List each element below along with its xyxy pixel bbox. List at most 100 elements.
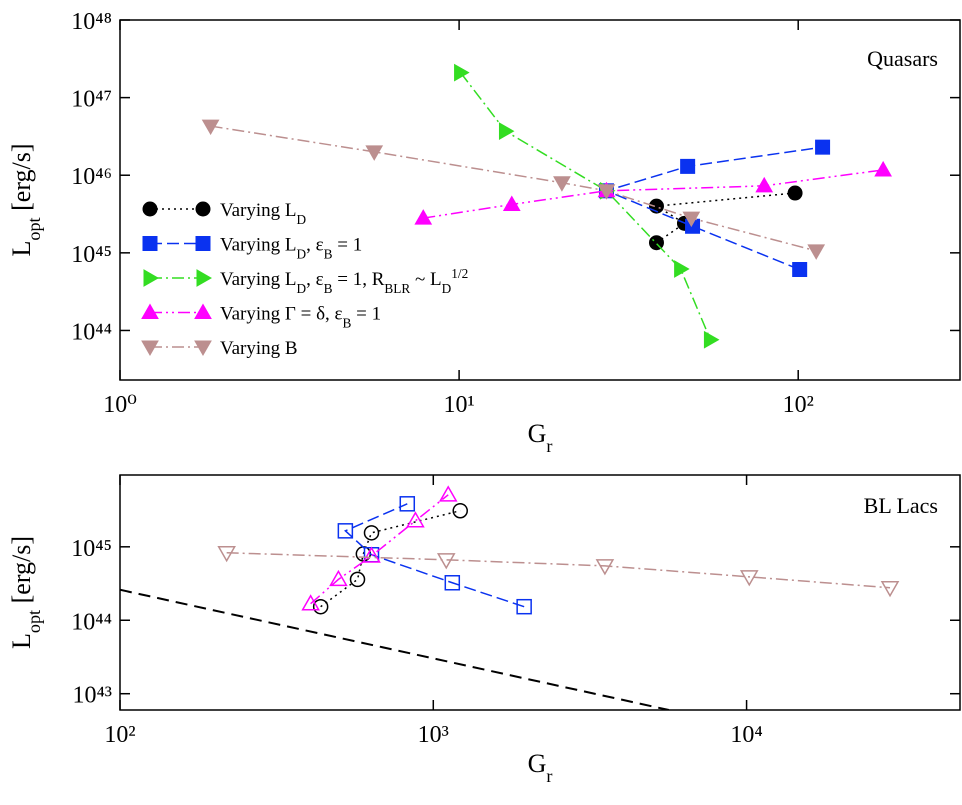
y-tick-label: 10⁴⁴: [71, 609, 112, 635]
x-tick-label: 10¹: [444, 392, 475, 418]
text-part: r: [546, 436, 552, 456]
marker-circle: [312, 598, 329, 615]
text-part: 1/2: [451, 266, 468, 281]
marker-triangle-down: [597, 184, 616, 200]
marker-triangle-up: [438, 485, 458, 502]
marker-triangle-down: [682, 211, 701, 228]
text-part: G: [528, 419, 547, 448]
y-tick-label: 10⁴⁴: [71, 319, 112, 345]
text-part: [erg/s]: [7, 536, 36, 610]
y-axis-label: Lopt [erg/s]: [7, 536, 44, 649]
x-tick-label: 10²: [783, 392, 814, 418]
text-part: opt: [24, 217, 44, 240]
marker-triangle-right: [674, 260, 690, 278]
text-part: D: [442, 281, 452, 296]
text-part: Varying L: [220, 200, 297, 221]
series-line: [320, 509, 461, 608]
marker-triangle-up: [874, 160, 892, 177]
legend-label: Varying LD, εB = 1, RBLR ~ LD1/2: [220, 266, 468, 296]
marker-triangle-down: [141, 340, 159, 357]
marker-triangle-up: [141, 303, 159, 319]
text-part: D: [297, 281, 307, 296]
series-line: [210, 125, 817, 252]
text-part: opt: [24, 610, 44, 633]
legend-label: Varying LD, εB = 1: [220, 235, 362, 262]
marker-triangle-down: [595, 559, 615, 576]
text-part: L: [7, 633, 36, 649]
x-tick-label: 10⁰: [103, 392, 137, 418]
y-axis-label: Lopt [erg/s]: [7, 143, 44, 256]
marker-triangle-down: [880, 581, 900, 598]
marker-circle: [787, 185, 803, 201]
panel: 10² 10³ 10⁴ 10⁴³ 10⁴⁴ 10⁴⁵ Gr Lopt [erg/s] BL La…: [7, 474, 961, 786]
x-axis-label: Gr: [528, 419, 553, 456]
series-line: [604, 146, 823, 271]
text-part: D: [297, 212, 307, 227]
x-tick-label: 10³: [418, 722, 449, 748]
marker-circle: [452, 502, 468, 519]
series-line: [310, 494, 449, 605]
marker-square: [516, 598, 532, 615]
panel: 10⁰ 10¹ 10² 10⁴⁴ 10⁴⁵ 10⁴⁶ 10⁴⁷ 10⁴⁸ Gr Lopt [erg…: [7, 9, 961, 456]
marker-triangle-up: [194, 303, 212, 319]
annotation: BL Lacs: [864, 493, 938, 518]
text-part: B: [324, 281, 333, 296]
text-part: [erg/s]: [7, 143, 36, 217]
series-line: [654, 192, 796, 244]
marker-triangle-down: [436, 553, 456, 570]
x-tick-label: 10⁴: [730, 722, 762, 748]
text-part: , ε: [306, 269, 324, 290]
marker-circle: [363, 525, 380, 541]
marker-triangle-up: [301, 594, 320, 611]
marker-triangle-up: [414, 209, 433, 225]
text-part: r: [546, 766, 552, 786]
text-part: Varying B: [220, 338, 298, 359]
text-part: = 1: [332, 235, 362, 256]
text-part: = 1, R: [332, 269, 384, 290]
marker-square: [142, 236, 158, 251]
marker-triangle-up: [329, 569, 348, 587]
legend-label: Varying B: [220, 338, 298, 359]
marker-triangle-right: [498, 122, 515, 140]
marker-triangle-right: [703, 330, 720, 349]
series-line: [343, 503, 525, 608]
marker-square: [680, 158, 696, 174]
annotation: Quasars: [867, 46, 938, 71]
marker-triangle-down: [807, 244, 826, 260]
series-line: [120, 588, 670, 710]
marker-triangle-right: [143, 269, 160, 287]
marker-triangle-down: [194, 340, 212, 357]
plot-area: [201, 63, 892, 349]
marker-triangle-down: [739, 570, 759, 587]
text-part: L: [7, 241, 36, 257]
y-tick-label: 10⁴⁷: [71, 87, 112, 113]
plot-frame: [119, 474, 961, 711]
text-part: Varying Γ = δ, ε: [220, 304, 343, 325]
marker-triangle-down: [553, 176, 571, 192]
marker-circle: [349, 571, 366, 588]
plot-frame: [119, 19, 961, 381]
x-axis-label: Gr: [528, 749, 553, 786]
marker-square: [337, 523, 354, 539]
marker-triangle-up: [755, 176, 774, 193]
marker-circle: [195, 201, 211, 217]
text-part: BLR: [384, 281, 410, 296]
text-part: B: [343, 315, 352, 330]
marker-triangle-down: [217, 546, 236, 563]
marker-square: [792, 262, 808, 278]
marker-square: [815, 139, 831, 155]
legend-label: Varying LD: [220, 200, 307, 227]
plot-area: [120, 485, 900, 710]
marker-triangle-up: [502, 195, 521, 211]
text-part: = 1: [351, 304, 381, 325]
text-part: Varying L: [220, 235, 297, 256]
y-tick-label: 10⁴³: [72, 683, 112, 709]
legend-label: Varying Γ = δ, εB = 1: [220, 304, 381, 331]
y-tick-label: 10⁴⁸: [71, 9, 112, 35]
marker-triangle-down: [365, 145, 384, 161]
text-part: Varying L: [220, 269, 297, 290]
text-part: D: [297, 246, 307, 261]
